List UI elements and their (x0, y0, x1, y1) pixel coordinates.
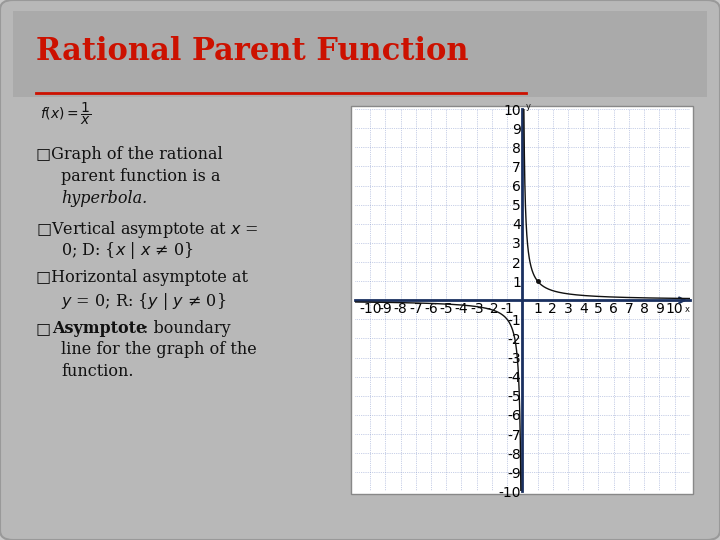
Text: □Graph of the rational: □Graph of the rational (36, 146, 222, 163)
Text: y: y (526, 102, 531, 111)
Text: parent function is a: parent function is a (61, 168, 221, 185)
Text: 0; D: {$x$ | $x$ ≠ 0}: 0; D: {$x$ | $x$ ≠ 0} (61, 240, 194, 261)
Text: line for the graph of the: line for the graph of the (61, 341, 257, 358)
Text: Asymptote: Asymptote (52, 320, 146, 336)
Text: □Horizontal asymptote at: □Horizontal asymptote at (36, 269, 248, 286)
Text: function.: function. (61, 363, 134, 380)
Text: : boundary: : boundary (143, 320, 230, 336)
Text: $f(x) = \dfrac{1}{x}$: $f(x) = \dfrac{1}{x}$ (40, 100, 91, 126)
Text: x: x (685, 305, 690, 314)
Bar (351, 106, 693, 494)
Bar (13, 11, 707, 97)
Text: □Vertical asymptote at $x$ =: □Vertical asymptote at $x$ = (36, 219, 258, 240)
Text: hyperbola.: hyperbola. (61, 190, 148, 207)
Text: Rational Parent Function: Rational Parent Function (36, 36, 469, 67)
Text: □: □ (36, 320, 51, 336)
Text: $y$ = 0; R: {$y$ | $y$ ≠ 0}: $y$ = 0; R: {$y$ | $y$ ≠ 0} (61, 291, 227, 312)
